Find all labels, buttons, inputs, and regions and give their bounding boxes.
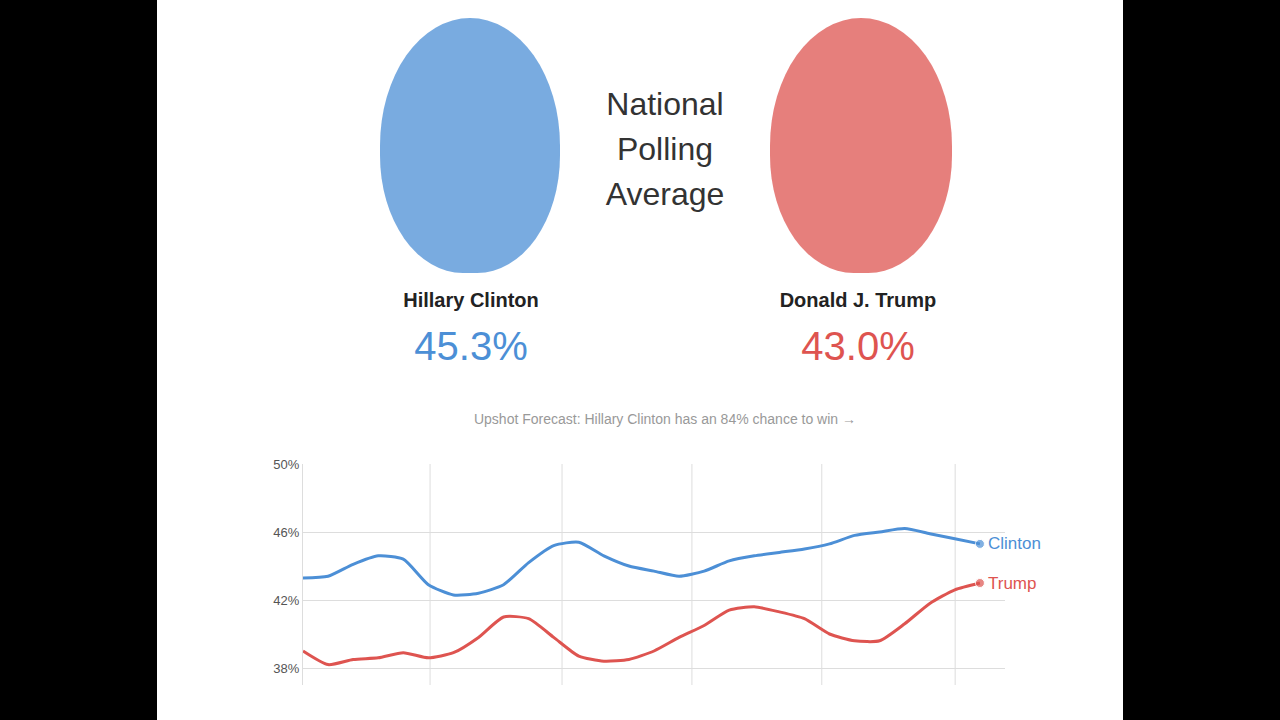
- html-text:Upshot Forecast: Hillary Clint: Upshot Forecast: Hillary Clinton has an …: [474, 411, 856, 427]
- svg-text:50%: 50%: [273, 457, 299, 472]
- html-text:Donald J. Trump: Donald J. Trump: [779, 289, 937, 311]
- svg-text:38%: 38%: [273, 661, 299, 676]
- html-text:43.0%: 43.0%: [801, 324, 915, 368]
- svg-text:42%: 42%: [273, 593, 299, 608]
- svg-text:Clinton: Clinton: [988, 534, 1041, 553]
- svg-text:Trump: Trump: [988, 574, 1037, 593]
- html-text:Hillary Clinton: Hillary Clinton: [403, 289, 539, 311]
- svg-text:46%: 46%: [273, 525, 299, 540]
- html-text:45.3%: 45.3%: [414, 324, 528, 368]
- html-text:National Polling Average: National Polling Average: [605, 86, 725, 212]
